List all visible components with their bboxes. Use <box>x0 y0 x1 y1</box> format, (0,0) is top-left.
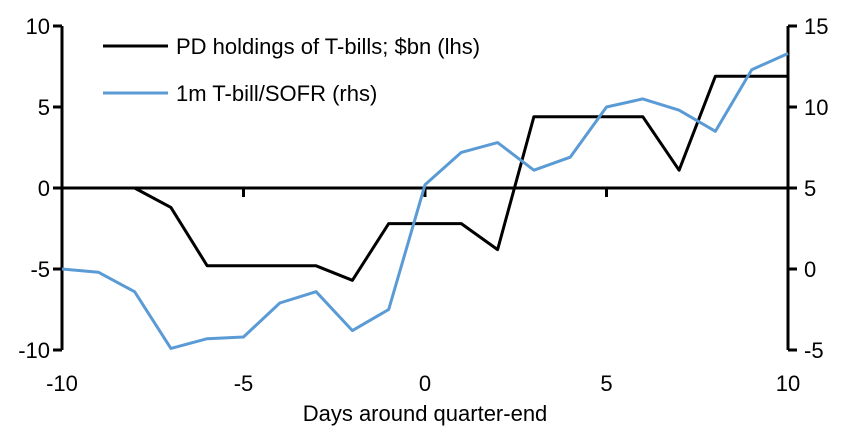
x-axis-tick-label: 10 <box>776 371 800 396</box>
tbill-sofr-series-line <box>61 52 789 350</box>
x-axis-tick-label: -10 <box>46 371 78 396</box>
legend-item-pd-holdings: PD holdings of T-bills; $bn (lhs) <box>103 34 480 59</box>
x-axis-title: Days around quarter-end <box>303 401 548 426</box>
right-axis-tick-label: 0 <box>804 257 816 282</box>
pd-holdings-series-line <box>62 74 788 282</box>
legend: PD holdings of T-bills; $bn (lhs) 1m T-b… <box>103 34 480 106</box>
right-axis-tick-label: 10 <box>804 95 828 120</box>
left-axis-tick-label: -10 <box>18 338 50 363</box>
legend-label-tbill-sofr: 1m T-bill/SOFR (rhs) <box>176 81 377 106</box>
x-axis-tick-label: 0 <box>419 371 431 396</box>
left-axis-tick-label: -5 <box>30 257 50 282</box>
left-axis-tick-label: 10 <box>26 14 50 39</box>
right-axis-tick-label: -5 <box>804 338 824 363</box>
plot-area: -10 -5 0 5 10 10 5 0 -5 -10 15 10 5 0 -5 <box>18 14 828 396</box>
legend-label-pd-holdings: PD holdings of T-bills; $bn (lhs) <box>176 34 480 59</box>
right-axis-tick-label: 15 <box>804 14 828 39</box>
left-axis-tick-label: 5 <box>38 95 50 120</box>
x-axis-tick-label: -5 <box>234 371 254 396</box>
legend-item-tbill-sofr: 1m T-bill/SOFR (rhs) <box>103 81 377 106</box>
left-axis-tick-label: 0 <box>38 176 50 201</box>
right-axis-tick-label: 5 <box>804 176 816 201</box>
x-axis-tick-label: 5 <box>600 371 612 396</box>
